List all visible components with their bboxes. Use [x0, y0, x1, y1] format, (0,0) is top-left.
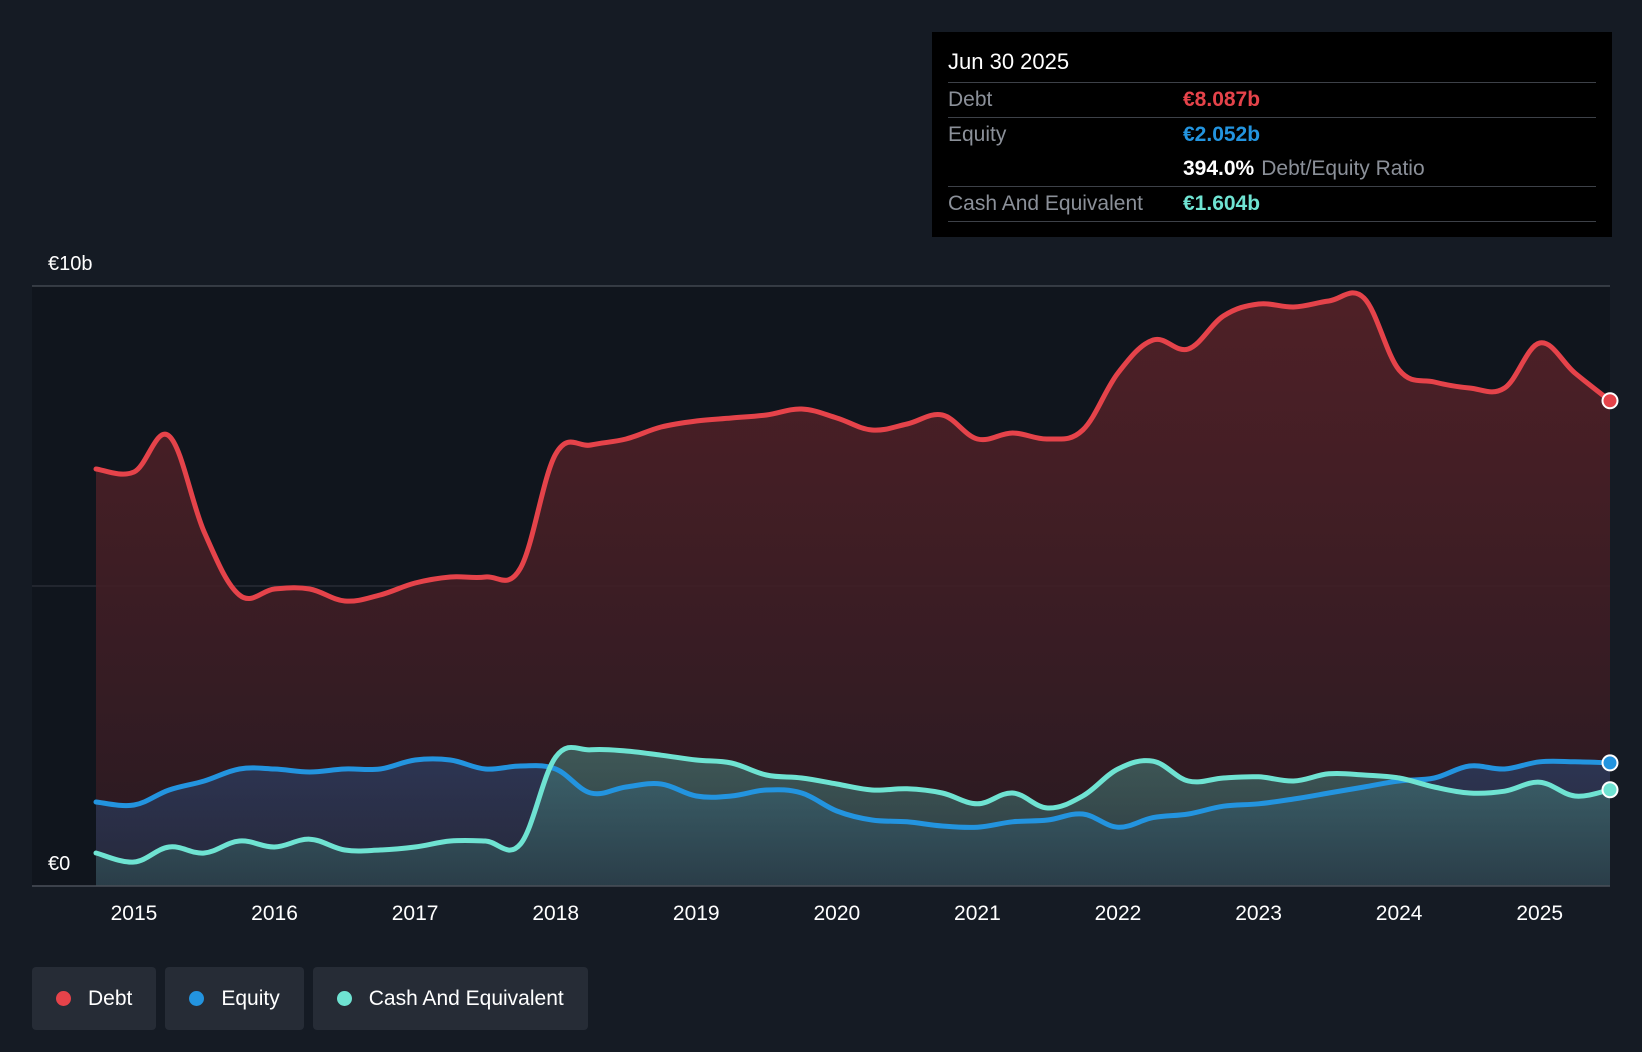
legend-item-equity[interactable]: Equity — [165, 967, 304, 1030]
x-tick-label-2024: 2024 — [1376, 902, 1423, 925]
x-tick-label-2017: 2017 — [392, 902, 439, 925]
debt-area — [96, 292, 1610, 887]
legend-item-cash[interactable]: Cash And Equivalent — [312, 967, 588, 1030]
tooltip-panel: Jun 30 2025 Debt €8.087b Equity €2.052b … — [932, 32, 1612, 237]
chart-legend: Debt Equity Cash And Equivalent — [32, 967, 588, 1030]
legend-debt-label: Debt — [88, 986, 133, 1010]
tooltip-debt-row: Debt €8.087b — [948, 83, 1596, 118]
x-tick-labels: 2015 2016 2017 2018 2019 2020 2021 2022 2023 2024… — [111, 902, 1563, 925]
tooltip-equity-value: €2.052b — [1183, 123, 1261, 146]
end-markers — [1601, 392, 1619, 799]
x-tick-label-2016: 2016 — [251, 902, 298, 925]
x-tick-label-2021: 2021 — [954, 902, 1001, 925]
tooltip-ratio-label: Debt/Equity Ratio — [1261, 157, 1425, 180]
equity-dot-icon — [189, 991, 205, 1006]
tooltip-cash-row: Cash And Equivalent €1.604b — [948, 187, 1596, 222]
tooltip-ratio-value: 394.0% — [1183, 157, 1255, 180]
x-tick-label-2018: 2018 — [532, 902, 579, 925]
cash-dot-icon — [336, 991, 352, 1006]
tooltip-date: Jun 30 2025 — [948, 32, 1596, 83]
debt-dot-icon — [56, 991, 71, 1006]
y-tick-label-top: €10b — [48, 253, 93, 275]
debt-line — [93, 290, 1613, 604]
y-tick-label-bottom: €0 — [48, 853, 70, 875]
tooltip-ratio-row: 394.0% Debt/Equity Ratio — [948, 152, 1596, 187]
legend-item-debt[interactable]: Debt — [32, 967, 157, 1030]
tooltip-cash-value: €1.604b — [1183, 192, 1261, 215]
tooltip-equity-row: Equity €2.052b — [948, 118, 1596, 152]
legend-cash-label: Cash And Equivalent — [368, 986, 564, 1010]
legend-equity-label: Equity — [221, 986, 280, 1010]
debt-end-marker[interactable] — [1601, 392, 1619, 410]
tooltip-debt-label: Debt — [948, 88, 993, 111]
cash-end-marker[interactable] — [1601, 781, 1619, 799]
x-tick-label-2023: 2023 — [1235, 902, 1282, 925]
tooltip-cash-label: Cash And Equivalent — [948, 192, 1143, 215]
cash-line — [93, 744, 1613, 865]
x-tick-label-2019: 2019 — [673, 902, 720, 925]
equity-end-marker[interactable] — [1601, 754, 1619, 772]
equity-line — [93, 756, 1613, 830]
x-tick-label-2025: 2025 — [1516, 902, 1563, 925]
tooltip-debt-value: €8.087b — [1183, 88, 1261, 111]
x-tick-label-2022: 2022 — [1095, 902, 1142, 925]
series-lines — [93, 290, 1613, 865]
x-tick-label-2015: 2015 — [111, 902, 158, 925]
x-tick-label-2020: 2020 — [813, 902, 860, 925]
tooltip-equity-label: Equity — [948, 123, 1007, 146]
